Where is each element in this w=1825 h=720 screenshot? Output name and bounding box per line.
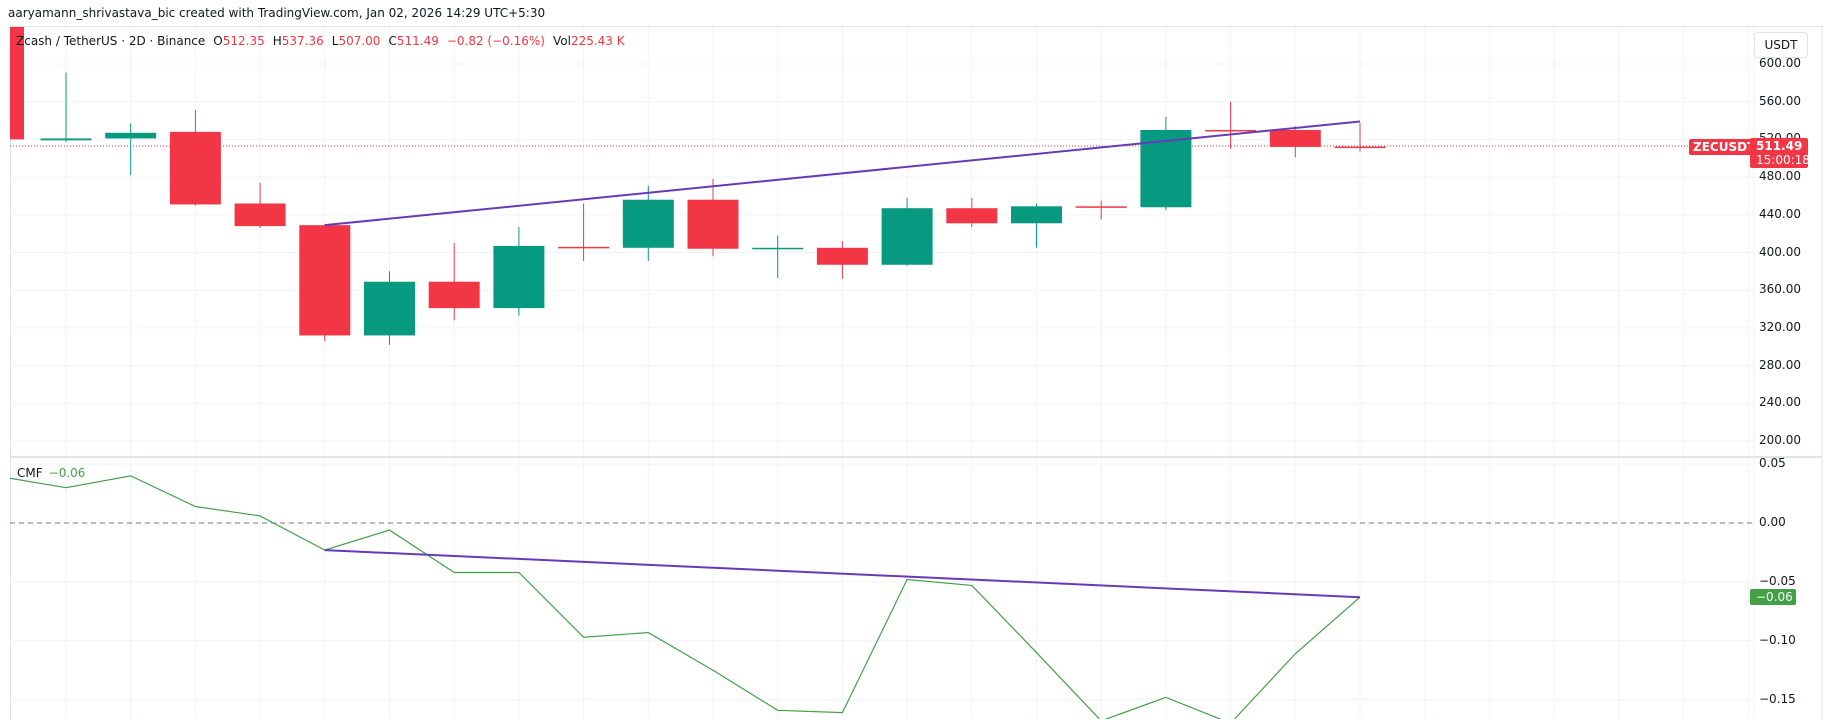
symbol-legend[interactable]: Zcash / TetherUS · 2D · Binance O 512.35 …	[16, 34, 625, 48]
cmf-value-tag: −0.06	[1750, 589, 1796, 605]
price-tick-label: 400.00	[1759, 244, 1801, 259]
cmf-line[interactable]	[10, 475, 1361, 719]
last-price: 511.49	[1756, 139, 1803, 153]
symbol-price-tag: ZECUSDT	[1689, 139, 1760, 155]
price-tick-label: 560.00	[1759, 93, 1801, 108]
candle[interactable]	[10, 26, 24, 140]
currency-button[interactable]: USDT	[1754, 32, 1808, 58]
candle[interactable]	[752, 235, 804, 278]
candle[interactable]	[622, 185, 674, 261]
candle[interactable]	[946, 197, 998, 228]
price-tick-label: 280.00	[1759, 357, 1801, 372]
candle[interactable]	[687, 178, 739, 257]
cmf-tick-label: −0.15	[1759, 691, 1796, 706]
cmf-name: CMF	[17, 466, 43, 480]
cmf-tick-label: 0.00	[1759, 515, 1786, 529]
low-value: 507.00	[338, 34, 381, 48]
candle[interactable]	[105, 123, 157, 176]
candle[interactable]	[1140, 116, 1192, 211]
candle[interactable]	[558, 203, 610, 261]
candle[interactable]	[364, 271, 415, 345]
close-value: 511.49	[396, 34, 439, 48]
volume-value: 225.43 K	[570, 34, 625, 48]
cmf-tick-label: −0.10	[1759, 632, 1796, 647]
price-trendline[interactable]	[324, 120, 1361, 227]
attribution-text: aaryamann_shrivastava_bic created with T…	[8, 6, 546, 20]
candle[interactable]	[1205, 101, 1257, 149]
candle[interactable]	[881, 197, 933, 266]
cmf-tick-label: 0.05	[1759, 456, 1786, 471]
candle[interactable]	[40, 72, 92, 143]
cmf-tick-label: −0.05	[1759, 573, 1796, 588]
candle[interactable]	[169, 110, 221, 206]
change-value: −0.82 (−0.16%)	[446, 34, 545, 48]
price-tick-label: 480.00	[1759, 169, 1801, 184]
cmf-legend[interactable]: CMF −0.06	[17, 466, 85, 480]
price-tick-label: 360.00	[1759, 282, 1801, 297]
candle[interactable]	[1334, 123, 1386, 152]
chart-frame	[10, 26, 1823, 720]
price-tick-label: 320.00	[1759, 319, 1801, 334]
candle[interactable]	[299, 224, 351, 342]
cmf-value: −0.06	[48, 466, 86, 480]
price-tick-label: 200.00	[1759, 433, 1801, 447]
price-tick-label: 240.00	[1759, 395, 1801, 410]
open-value: 512.35	[222, 34, 265, 48]
grid-lines	[10, 27, 1754, 719]
candle[interactable]	[816, 241, 868, 279]
last-price-tag: 511.49 15:00:18	[1750, 138, 1810, 168]
price-tick-label: 440.00	[1759, 206, 1801, 221]
candle[interactable]	[1269, 126, 1321, 158]
high-value: 537.36	[281, 34, 324, 48]
candle[interactable]	[1011, 203, 1062, 248]
candle[interactable]	[234, 182, 286, 228]
symbol-name[interactable]: Zcash / TetherUS · 2D · Binance	[16, 34, 206, 48]
bar-countdown: 15:00:18	[1756, 153, 1810, 167]
candle[interactable]	[428, 243, 480, 321]
price-tick-label: 600.00	[1759, 56, 1801, 70]
cmf-trendline[interactable]	[324, 549, 1361, 599]
candle[interactable]	[493, 227, 545, 316]
candlestick-series[interactable]	[10, 26, 1386, 345]
candle[interactable]	[1075, 200, 1127, 220]
